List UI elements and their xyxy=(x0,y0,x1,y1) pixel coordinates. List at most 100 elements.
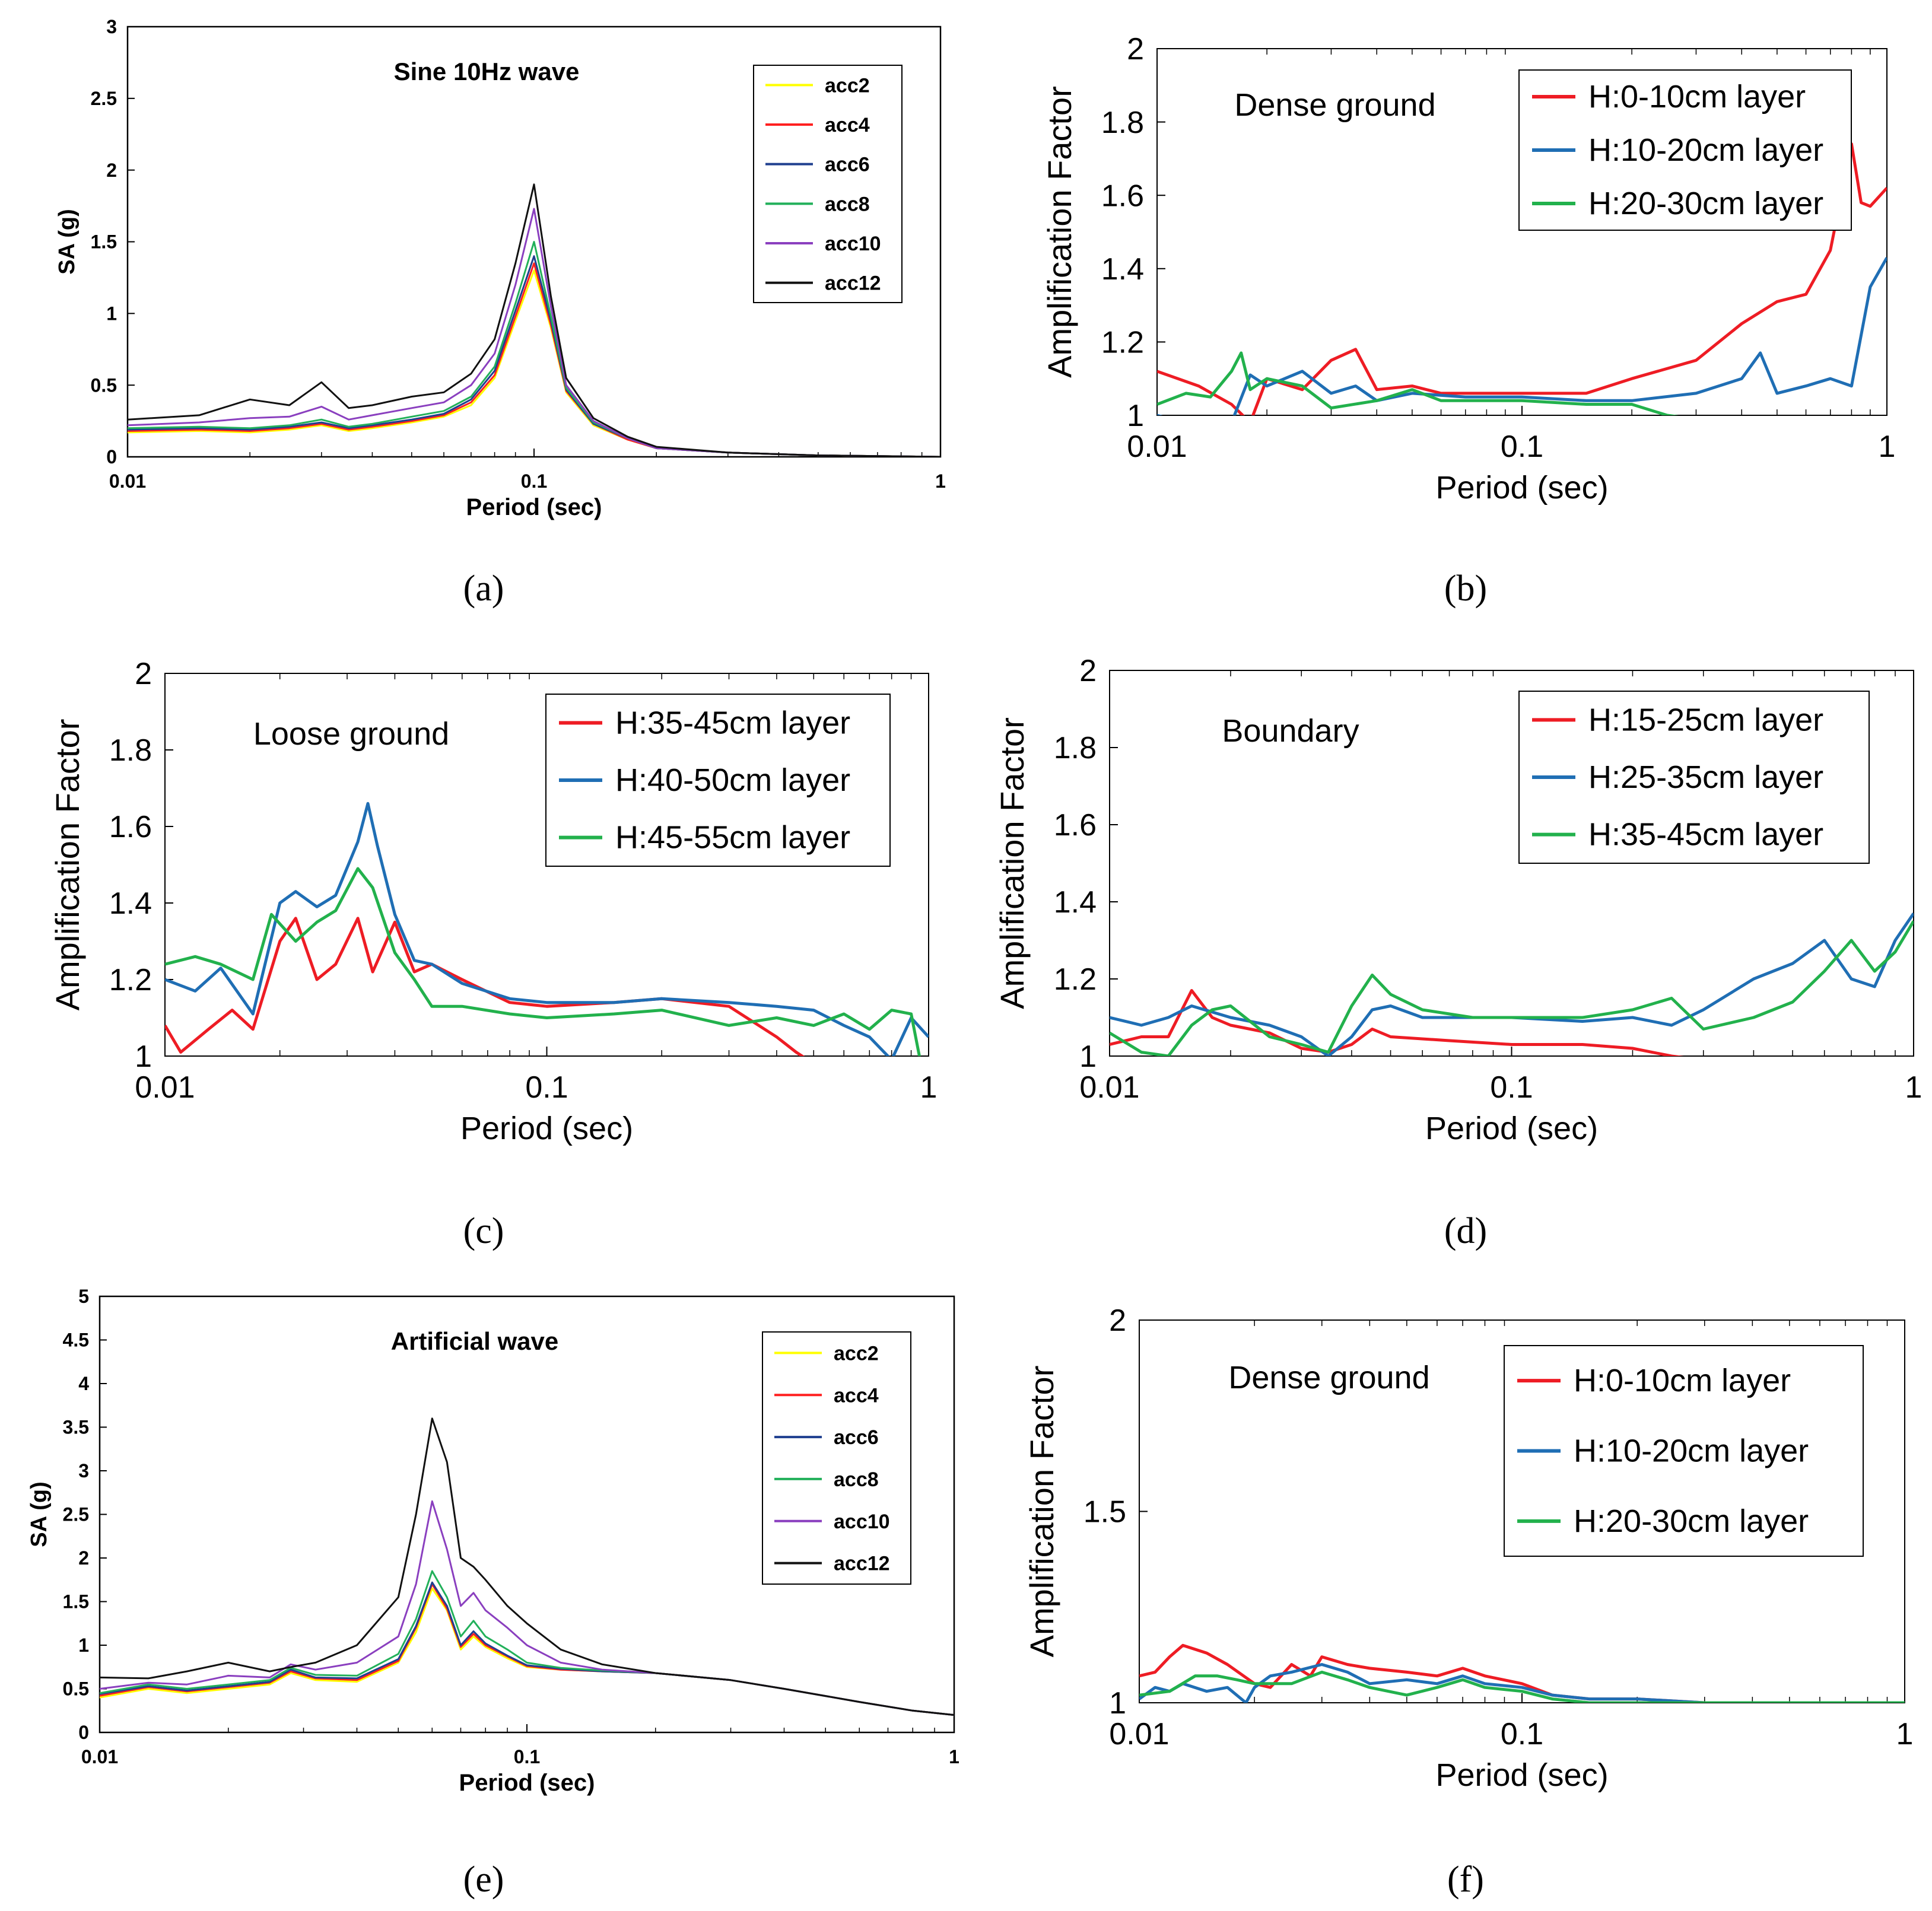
legend-label: acc2 xyxy=(825,74,870,97)
y-tick-label: 2 xyxy=(1127,32,1144,66)
legend-label: H:35-45cm layer xyxy=(1588,817,1823,853)
x-tick-label: 0.1 xyxy=(1490,1070,1533,1105)
legend-box xyxy=(545,694,891,867)
series-line-2 xyxy=(165,802,929,1056)
y-axis-label: Amplification Factor xyxy=(1041,86,1078,378)
legend-label: H:25-35cm layer xyxy=(1588,759,1823,795)
y-tick-label: 1.2 xyxy=(109,963,152,997)
series-group xyxy=(128,183,940,457)
legend-label: H:10-20cm layer xyxy=(1588,132,1823,168)
series-group xyxy=(1139,1643,1905,1703)
y-tick-label: 4.5 xyxy=(63,1330,89,1351)
chart-title: Sine 10Hz wave xyxy=(394,58,580,85)
series-group xyxy=(1157,142,1887,415)
panel-caption-e: (e) xyxy=(463,1859,504,1900)
legend-label: H:45-55cm layer xyxy=(615,820,850,856)
x-tick-label: 0.01 xyxy=(1079,1070,1139,1105)
legend-label: H:15-25cm layer xyxy=(1588,702,1823,737)
legend: H:15-25cm layer H:25-35cm layer H:35-45cm … xyxy=(1518,691,1870,864)
chart-title: Artificial wave xyxy=(391,1327,558,1355)
y-tick-label: 1.4 xyxy=(1054,885,1097,920)
x-axis-label: Period (sec) xyxy=(1425,1111,1598,1146)
series-group xyxy=(1110,912,1914,1056)
chart-title: Dense ground xyxy=(1228,1360,1429,1395)
y-tick-label: 1.5 xyxy=(91,231,117,253)
y-tick-label: 3 xyxy=(78,1460,89,1481)
legend: acc2 acc4 acc6 acc8 acc10 acc12 xyxy=(762,1331,911,1585)
y-tick-label: 2 xyxy=(78,1547,89,1569)
legend-label: H:0-10cm layer xyxy=(1574,1363,1791,1398)
y-tick-label: 1.2 xyxy=(1101,326,1144,360)
legend: H:0-10cm layer H:10-20cm layer H:20-30cm l… xyxy=(1518,69,1852,231)
series-line-1 xyxy=(1110,989,1684,1056)
legend-label: acc12 xyxy=(834,1553,890,1575)
panel-caption-c: (c) xyxy=(463,1211,504,1251)
chart-panel-d: 1 1.2 1.4 1.6 1.8 2 0.01 0.1 1 Period (sec) Amplif… xyxy=(993,654,1922,1146)
legend-label: acc10 xyxy=(825,233,881,255)
series-group xyxy=(165,802,929,1056)
y-tick-label: 1 xyxy=(1109,1686,1126,1721)
y-tick-label: 5 xyxy=(78,1286,89,1307)
panel-caption-a: (a) xyxy=(463,568,504,609)
y-tick-label: 0.5 xyxy=(63,1678,89,1700)
x-axis-label: Period (sec) xyxy=(1435,1757,1608,1793)
chart-panel-f: 1 1.5 2 0.01 0.1 1 Period (sec) Amplification F… xyxy=(1023,1303,1913,1793)
y-tick-label: 0.5 xyxy=(91,374,117,396)
y-axis-label: Amplification Factor xyxy=(49,719,86,1011)
y-tick-label: 3 xyxy=(106,16,117,37)
legend-label: acc4 xyxy=(825,114,870,136)
chart-title: Boundary xyxy=(1222,713,1359,749)
x-axis-label: Period (sec) xyxy=(459,1770,595,1796)
legend-box xyxy=(753,65,903,303)
panel-captions: (a) (b) (c) (d) (e) (f) xyxy=(463,568,1488,1900)
legend-label: acc4 xyxy=(834,1384,879,1407)
x-tick-label: 1 xyxy=(949,1746,959,1767)
series-line-3 xyxy=(1139,1670,1905,1703)
x-tick-label: 0.01 xyxy=(1127,430,1187,464)
y-tick-label: 2 xyxy=(1079,654,1097,688)
legend-label: acc6 xyxy=(825,154,870,176)
panel-caption-b: (b) xyxy=(1444,568,1487,609)
legend-label: H:20-30cm layer xyxy=(1588,186,1823,221)
y-tick-label: 1.2 xyxy=(1054,962,1097,997)
series-group xyxy=(100,1417,954,1716)
x-tick-label: 0.1 xyxy=(1501,430,1543,464)
y-tick-label: 1.6 xyxy=(1054,808,1097,842)
y-tick-label: 2.5 xyxy=(63,1504,89,1525)
panel-caption-d: (d) xyxy=(1444,1211,1487,1251)
y-tick-label: 2 xyxy=(106,160,117,181)
series-line-3 xyxy=(1157,351,1679,415)
y-tick-label: 2.5 xyxy=(91,88,117,109)
y-tick-label: 1.5 xyxy=(63,1591,89,1613)
legend: acc2 acc4 acc6 acc8 acc10 acc12 xyxy=(753,65,903,303)
y-tick-label: 1.4 xyxy=(109,886,152,921)
y-tick-label: 1.6 xyxy=(109,810,152,844)
y-axis-label: Amplification Factor xyxy=(993,717,1031,1009)
legend-label: H:35-45cm layer xyxy=(615,705,850,740)
legend: H:0-10cm layer H:10-20cm layer H:20-30cm l… xyxy=(1504,1345,1864,1557)
legend-label: H:20-30cm layer xyxy=(1574,1503,1809,1539)
y-tick-label: 0 xyxy=(106,446,117,468)
series-line-2 xyxy=(1110,912,1914,1056)
y-tick-label: 1 xyxy=(78,1635,89,1656)
y-axis-label: Amplification Factor xyxy=(1023,1366,1060,1658)
series-line-5 xyxy=(128,208,940,457)
series-line-6 xyxy=(100,1417,954,1716)
legend-label: acc8 xyxy=(834,1468,879,1491)
chart-title: Dense ground xyxy=(1234,87,1435,123)
y-tick-label: 3.5 xyxy=(63,1417,89,1438)
x-tick-label: 0.1 xyxy=(1501,1717,1543,1751)
legend-label: H:40-50cm layer xyxy=(615,762,850,798)
x-axis-label: Period (sec) xyxy=(466,494,602,520)
legend-box xyxy=(1504,1345,1864,1557)
y-tick-label: 1.5 xyxy=(1083,1495,1126,1530)
y-axis-label: SA (g) xyxy=(55,209,80,274)
y-tick-label: 1.8 xyxy=(1101,106,1144,140)
legend-label: acc12 xyxy=(825,272,881,295)
y-tick-label: 1.8 xyxy=(1054,731,1097,765)
y-tick-label: 1 xyxy=(135,1039,152,1074)
x-tick-label: 1 xyxy=(1905,1070,1923,1105)
x-tick-label: 1 xyxy=(1896,1717,1914,1751)
y-tick-label: 1 xyxy=(106,303,117,325)
y-tick-label: 1.4 xyxy=(1101,252,1144,287)
